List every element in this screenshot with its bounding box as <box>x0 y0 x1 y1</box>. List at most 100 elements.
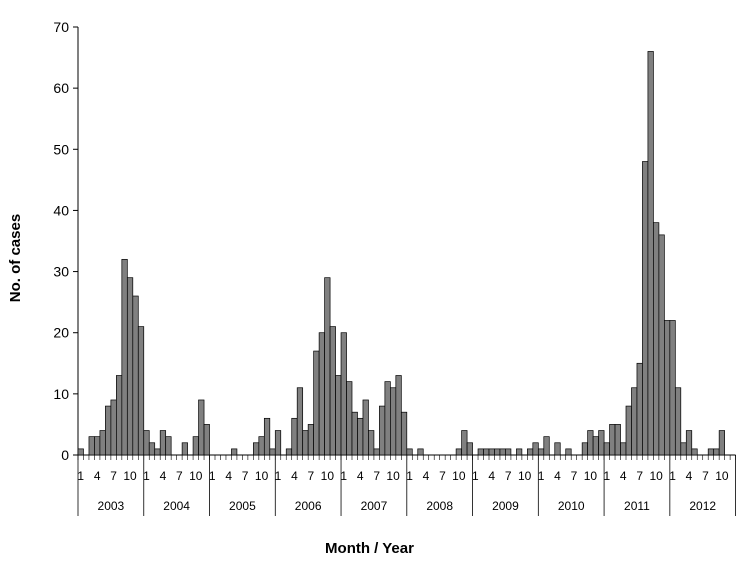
month-tick-label: 1 <box>340 469 347 483</box>
bar <box>357 417 364 456</box>
bar <box>631 387 638 456</box>
bar <box>116 375 123 456</box>
bar <box>351 411 358 456</box>
bar <box>614 424 621 456</box>
bar <box>253 442 260 456</box>
bar <box>400 411 408 456</box>
bar <box>192 436 199 456</box>
month-tick-label: 7 <box>702 469 709 483</box>
bar <box>669 320 676 456</box>
month-tick-label: 7 <box>308 469 315 483</box>
bar <box>263 417 271 456</box>
month-tick-label: 4 <box>620 469 627 483</box>
bar <box>718 430 725 456</box>
bar <box>99 430 106 456</box>
y-tick-label: 40 <box>53 202 69 218</box>
bar <box>581 442 588 456</box>
month-tick-label: 4 <box>160 469 167 483</box>
x-axis-label: Month / Year <box>325 540 414 557</box>
month-tick-label: 4 <box>225 469 232 483</box>
bar <box>516 448 523 456</box>
month-tick-label: 10 <box>452 469 466 483</box>
month-tick-label: 10 <box>584 469 598 483</box>
bar <box>691 448 698 456</box>
bar <box>258 436 265 456</box>
bar <box>269 448 276 456</box>
month-tick-label: 4 <box>554 469 561 483</box>
month-tick-label: 7 <box>636 469 643 483</box>
bar <box>587 430 594 456</box>
bar <box>291 417 298 456</box>
bar <box>285 448 293 456</box>
bar <box>159 430 167 456</box>
month-tick-label: 4 <box>291 469 298 483</box>
bar <box>642 161 649 456</box>
month-tick-label: 4 <box>357 469 364 483</box>
y-tick-label: 30 <box>53 264 69 280</box>
year-label: 2010 <box>558 499 585 513</box>
month-tick-label: 4 <box>488 469 495 483</box>
y-tick-label: 0 <box>61 447 69 463</box>
bar <box>685 430 693 456</box>
month-tick-label: 1 <box>472 469 479 483</box>
bar <box>658 234 665 456</box>
bar <box>203 424 210 456</box>
bar <box>154 448 161 456</box>
month-tick-label: 10 <box>649 469 663 483</box>
year-label: 2012 <box>689 499 716 513</box>
month-tick-label: 1 <box>603 469 610 483</box>
bar <box>680 442 687 456</box>
bar <box>466 442 473 456</box>
bar <box>302 430 309 456</box>
bar <box>532 442 539 456</box>
month-tick-label: 10 <box>518 469 532 483</box>
month-tick-label: 7 <box>439 469 446 483</box>
month-tick-label: 1 <box>209 469 216 483</box>
bar <box>461 430 468 456</box>
month-tick-label: 10 <box>189 469 203 483</box>
y-tick-label: 10 <box>53 386 69 402</box>
bar <box>494 448 501 456</box>
month-tick-label: 1 <box>143 469 150 483</box>
bar <box>181 442 188 456</box>
month-tick-label: 10 <box>123 469 137 483</box>
bar <box>455 448 462 456</box>
year-label: 2009 <box>492 499 519 513</box>
bar <box>384 381 391 456</box>
month-tick-label: 10 <box>386 469 400 483</box>
bar <box>313 350 320 456</box>
bar <box>307 424 314 456</box>
year-label: 2006 <box>295 499 322 513</box>
bar <box>636 362 643 456</box>
bar <box>105 405 112 456</box>
bar <box>505 448 512 456</box>
bar <box>477 448 484 456</box>
bar <box>609 424 616 456</box>
bar <box>132 295 139 456</box>
bar <box>324 277 331 456</box>
bar <box>137 326 145 456</box>
y-tick-label: 50 <box>53 141 69 157</box>
bar <box>620 442 627 456</box>
month-tick-label: 7 <box>110 469 117 483</box>
bar <box>368 430 375 456</box>
bar <box>647 51 654 456</box>
month-tick-label: 10 <box>321 469 335 483</box>
bar <box>340 332 347 456</box>
bar <box>537 448 545 456</box>
year-label: 2011 <box>624 499 650 513</box>
month-tick-label: 1 <box>538 469 545 483</box>
bar <box>527 448 534 456</box>
bar <box>592 436 599 456</box>
bar <box>346 381 353 456</box>
bar <box>318 332 325 456</box>
bar <box>143 430 150 456</box>
bar <box>543 436 550 456</box>
bar <box>274 430 282 456</box>
month-tick-label: 1 <box>275 469 282 483</box>
month-tick-label: 1 <box>669 469 676 483</box>
y-tick-label: 60 <box>53 80 69 96</box>
bar <box>165 436 172 456</box>
y-axis-label: No. of cases <box>7 214 24 302</box>
